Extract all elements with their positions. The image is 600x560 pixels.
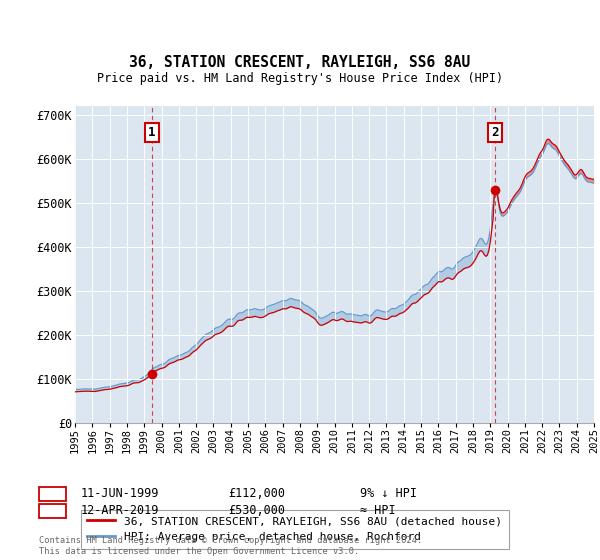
Text: 1: 1 (148, 126, 155, 139)
Text: 11-JUN-1999: 11-JUN-1999 (81, 487, 160, 501)
Text: Contains HM Land Registry data © Crown copyright and database right 2024.
This d: Contains HM Land Registry data © Crown c… (39, 536, 422, 556)
Text: 9% ↓ HPI: 9% ↓ HPI (360, 487, 417, 501)
Text: ≈ HPI: ≈ HPI (360, 504, 395, 517)
Text: 36, STATION CRESCENT, RAYLEIGH, SS6 8AU: 36, STATION CRESCENT, RAYLEIGH, SS6 8AU (130, 55, 470, 70)
Text: £530,000: £530,000 (228, 504, 285, 517)
Text: Price paid vs. HM Land Registry's House Price Index (HPI): Price paid vs. HM Land Registry's House … (97, 72, 503, 85)
Text: 2: 2 (49, 504, 56, 517)
Text: 1: 1 (49, 487, 56, 501)
Text: 2: 2 (491, 126, 499, 139)
Text: 12-APR-2019: 12-APR-2019 (81, 504, 160, 517)
Text: £112,000: £112,000 (228, 487, 285, 501)
Legend: 36, STATION CRESCENT, RAYLEIGH, SS6 8AU (detached house), HPI: Average price, de: 36, STATION CRESCENT, RAYLEIGH, SS6 8AU … (80, 510, 509, 549)
